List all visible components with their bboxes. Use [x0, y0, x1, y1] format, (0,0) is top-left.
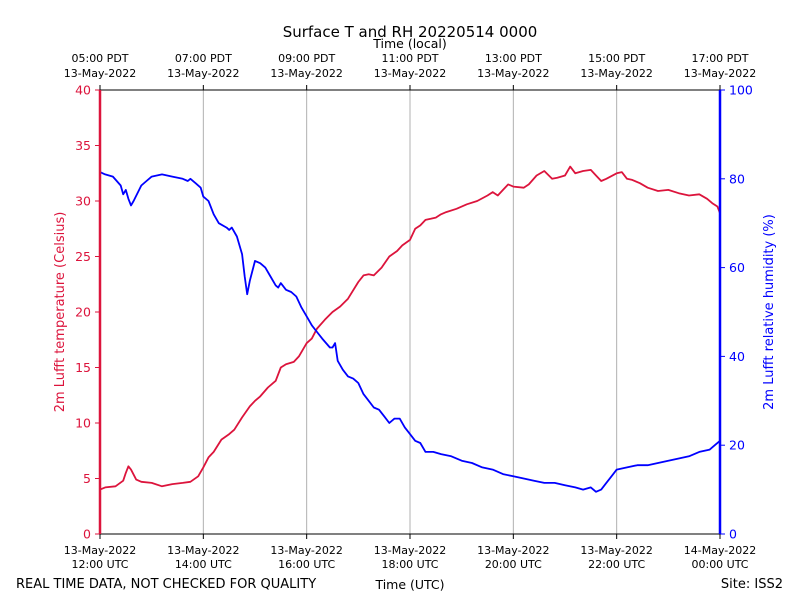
- x-top-tick-date: 13-May-2022: [167, 67, 239, 80]
- y-left-tick-label: 25: [75, 249, 91, 264]
- x-top-tick-date: 13-May-2022: [580, 67, 652, 80]
- y-left-tick-label: 40: [75, 83, 91, 98]
- humidity-line: [99, 171, 721, 493]
- x-top-tick-time: 07:00 PDT: [175, 52, 232, 65]
- y-right-tick-label: 20: [729, 438, 745, 453]
- top-axis-label: Time (local): [372, 36, 446, 51]
- x-top-tick-time: 09:00 PDT: [278, 52, 335, 65]
- x-bottom-tick-time: 20:00 UTC: [485, 558, 542, 571]
- x-top-tick-date: 13-May-2022: [64, 67, 136, 80]
- x-bottom-tick-date: 13-May-2022: [477, 544, 549, 557]
- x-bottom-tick-date: 13-May-2022: [64, 544, 136, 557]
- quality-disclaimer: REAL TIME DATA, NOT CHECKED FOR QUALITY: [16, 577, 316, 592]
- x-top-tick-date: 13-May-2022: [477, 67, 549, 80]
- y-left-tick-label: 30: [75, 194, 91, 209]
- x-bottom-tick-time: 12:00 UTC: [71, 558, 128, 571]
- x-bottom-tick-time: 00:00 UTC: [691, 558, 748, 571]
- x-bottom-tick-date: 13-May-2022: [580, 544, 652, 557]
- x-bottom-tick-date: 14-May-2022: [684, 544, 756, 557]
- chart-title: Surface T and RH 20220514 0000: [283, 23, 538, 41]
- x-top-tick-date: 13-May-2022: [270, 67, 342, 80]
- x-top-tick-date: 13-May-2022: [684, 67, 756, 80]
- y-right-tick-label: 40: [729, 349, 745, 364]
- x-axis-label: Time (UTC): [374, 577, 444, 592]
- x-bottom-tick-time: 18:00 UTC: [381, 558, 438, 571]
- y-axis-right-label: 2m Lufft relative humidity (%): [762, 214, 777, 410]
- y-left-tick-label: 20: [75, 305, 91, 320]
- x-bottom-tick-date: 13-May-2022: [374, 544, 446, 557]
- vertical-gridlines: [202, 90, 618, 534]
- axis-ticks: 051015202530354002040608010013-May-20221…: [64, 52, 756, 571]
- site-label: Site: ISS2: [721, 577, 783, 592]
- plot-series: [99, 165, 721, 493]
- x-top-tick-time: 17:00 PDT: [691, 52, 748, 65]
- x-bottom-tick-time: 16:00 UTC: [278, 558, 335, 571]
- y-left-tick-label: 10: [75, 416, 91, 431]
- y-left-tick-label: 5: [83, 471, 91, 486]
- y-left-tick-label: 15: [75, 360, 91, 375]
- y-axis-left-label: 2m Lufft temperature (Celsius): [53, 212, 68, 413]
- y-left-tick-label: 35: [75, 138, 91, 153]
- x-top-tick-time: 15:00 PDT: [588, 52, 645, 65]
- x-bottom-tick-date: 13-May-2022: [167, 544, 239, 557]
- y-right-tick-label: 100: [729, 83, 753, 98]
- y-right-tick-label: 60: [729, 260, 745, 275]
- x-top-tick-date: 13-May-2022: [374, 67, 446, 80]
- x-bottom-tick-date: 13-May-2022: [270, 544, 342, 557]
- y-right-tick-label: 80: [729, 171, 745, 186]
- x-bottom-tick-time: 14:00 UTC: [175, 558, 232, 571]
- x-top-tick-time: 11:00 PDT: [381, 52, 438, 65]
- x-top-tick-time: 05:00 PDT: [71, 52, 128, 65]
- temperature-line: [99, 165, 721, 491]
- y-left-tick-label: 0: [83, 527, 91, 542]
- y-right-tick-label: 0: [729, 527, 737, 542]
- x-bottom-tick-time: 22:00 UTC: [588, 558, 645, 571]
- x-top-tick-time: 13:00 PDT: [485, 52, 542, 65]
